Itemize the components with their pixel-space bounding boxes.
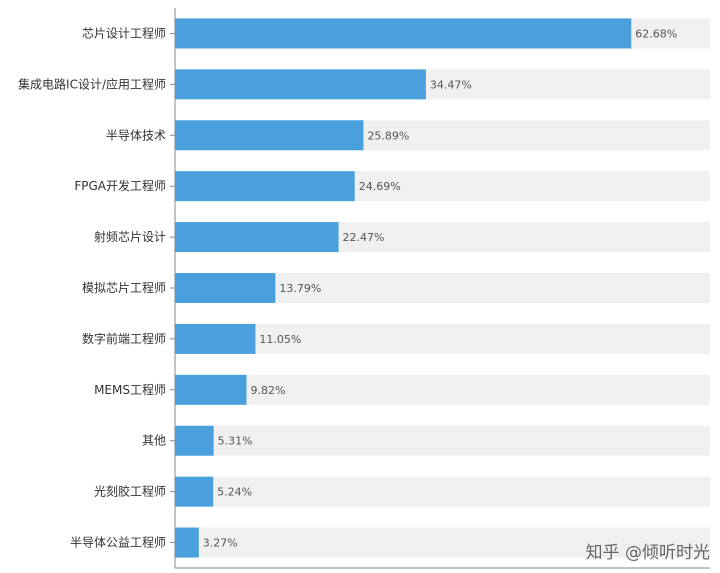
category-label: 集成电路IC设计/应用工程师 [18,76,166,91]
category-label: MEMS工程师 [94,382,166,397]
bar-track [175,527,710,558]
bar [175,18,632,49]
value-label: 25.89% [367,129,409,142]
category-label: 半导体技术 [106,128,166,142]
category-label: 半导体公益工程师 [70,535,166,550]
bar-track [175,476,710,507]
bar [175,222,339,253]
watermark-text: 知乎 @倾听时光 [585,543,710,563]
value-label: 5.24% [217,486,252,499]
bar [175,120,364,151]
value-label: 24.69% [359,180,401,193]
category-label: FPGA开发工程师 [74,178,166,193]
bar-rows: 芯片设计工程师 62.68% 集成电路IC设计/应用工程师 34.47% 半导体技术 25… [18,18,710,558]
category-label: 光刻胶工程师 [94,484,166,499]
category-label: 射频芯片设计 [94,229,166,244]
value-label: 5.31% [218,435,253,448]
category-label: 芯片设计工程师 [82,25,166,40]
category-label: 数字前端工程师 [82,331,166,346]
bar [175,425,214,456]
value-label: 11.05% [259,333,301,346]
value-label: 34.47% [430,78,472,91]
bar [175,323,256,354]
bar [175,374,247,405]
bar-track [175,374,710,405]
bar [175,273,276,303]
value-label: 3.27% [203,537,238,550]
bar [175,527,199,558]
bar-track [175,323,710,354]
value-label: 62.68% [635,27,677,40]
category-label: 模拟芯片工程师 [82,280,166,295]
bar-track [175,425,710,456]
category-label: 其他 [142,434,166,448]
bar [175,69,426,100]
value-label: 22.47% [343,231,385,244]
value-label: 9.82% [250,384,285,397]
bar [175,476,214,507]
bar [175,171,355,202]
value-label: 13.79% [279,282,321,295]
